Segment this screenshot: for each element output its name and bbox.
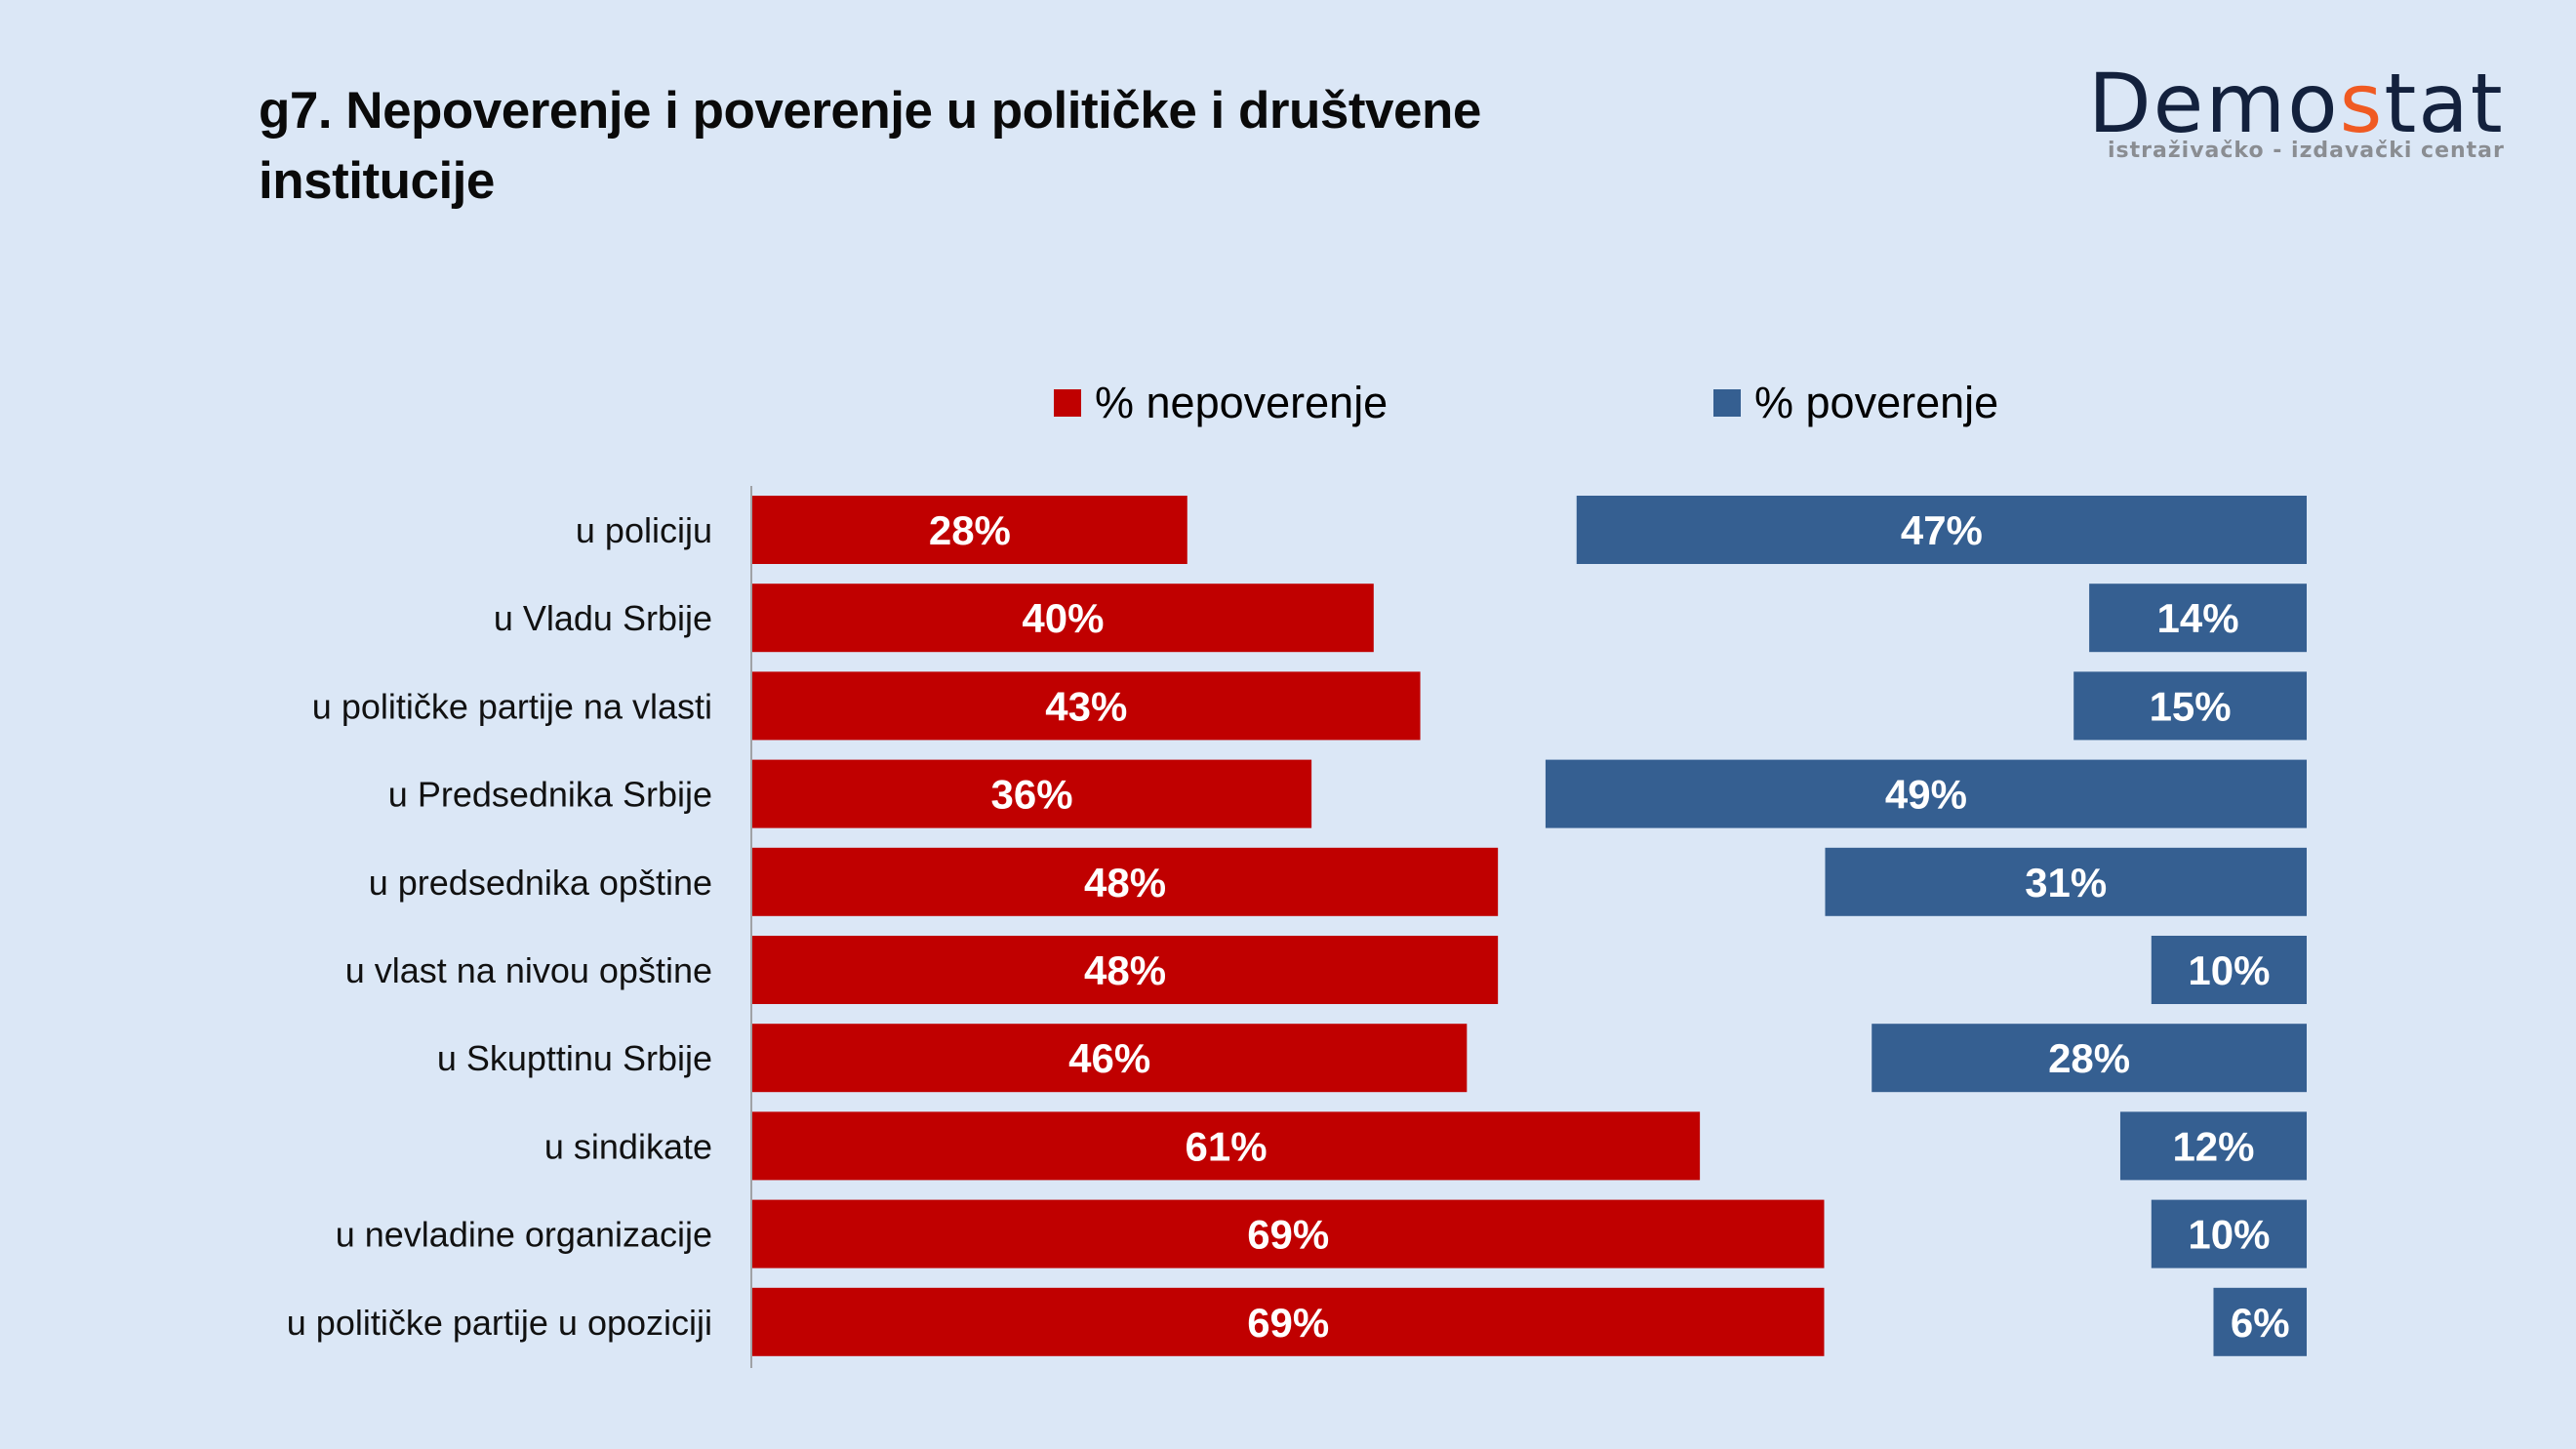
logo-word-part1: Demo	[2088, 56, 2340, 151]
legend-item-poverenje: % poverenje	[1713, 369, 1998, 437]
bar-nepoverenje	[752, 1199, 1825, 1268]
data-label-nepoverenje: 48%	[1084, 947, 1166, 993]
data-label-poverenje: 6%	[2231, 1300, 2290, 1346]
bar-nepoverenje	[752, 759, 1312, 828]
bar-nepoverenje	[752, 847, 1499, 916]
data-label-nepoverenje: 43%	[1045, 683, 1127, 729]
legend-item-nepoverenje: % nepoverenje	[1054, 369, 1388, 437]
category-label: u vlast na nivou opštine	[345, 950, 712, 990]
data-label-poverenje: 49%	[1885, 772, 1967, 818]
legend-swatch-poverenje	[1713, 389, 1741, 417]
chart-title: g7. Nepoverenje i poverenje u političke …	[259, 82, 1481, 210]
category-label: u predsednika opštine	[369, 863, 712, 903]
bar-poverenje	[1576, 496, 2307, 564]
category-label: u nevladine organizacije	[336, 1215, 712, 1255]
bar-nepoverenje	[752, 1287, 1825, 1356]
bar-nepoverenje	[752, 671, 1421, 741]
data-label-nepoverenje: 46%	[1068, 1035, 1150, 1081]
bar-poverenje	[2073, 671, 2307, 741]
logo-subtitle: istraživačko - izdavački centar	[2108, 139, 2505, 163]
bar-nepoverenje	[752, 1111, 1701, 1181]
category-label: u policiju	[576, 510, 712, 550]
data-label-nepoverenje: 48%	[1084, 860, 1166, 906]
demostat-logo: Demostat istraživačko - izdavački centar	[2088, 57, 2517, 174]
data-label-poverenje: 10%	[2188, 1212, 2270, 1258]
legend-label-poverenje: % poverenje	[1754, 378, 1999, 427]
category-label: u sindikate	[544, 1126, 712, 1166]
bar-nepoverenje	[752, 496, 1187, 564]
logo-wordmark: Demostat	[2088, 57, 2505, 150]
category-label: u Predsednika Srbije	[388, 775, 712, 815]
data-label-nepoverenje: 28%	[929, 507, 1011, 553]
data-label-poverenje: 10%	[2188, 947, 2270, 993]
data-label-poverenje: 28%	[2048, 1035, 2130, 1081]
category-label: u Vladu Srbije	[494, 598, 712, 638]
data-label-nepoverenje: 61%	[1186, 1123, 1268, 1169]
bar-nepoverenje	[752, 1024, 1468, 1093]
logo-word-accent: s	[2339, 56, 2385, 151]
bar-poverenje	[2089, 584, 2307, 653]
data-label-poverenje: 12%	[2172, 1123, 2254, 1169]
bar-nepoverenje	[752, 936, 1499, 1004]
legend-label-nepoverenje: % nepoverenje	[1095, 378, 1389, 427]
bar-poverenje	[1825, 847, 2307, 916]
bar-poverenje	[1872, 1024, 2307, 1093]
bar-poverenje	[1545, 759, 2307, 828]
data-label-poverenje: 15%	[2150, 683, 2232, 729]
data-label-nepoverenje: 40%	[1022, 595, 1104, 641]
data-label-poverenje: 14%	[2157, 595, 2239, 641]
category-label: u političke partije u opoziciji	[287, 1303, 712, 1343]
category-label: u Skupttinu Srbije	[437, 1038, 712, 1078]
bar-poverenje	[2213, 1287, 2307, 1356]
bar-poverenje	[2151, 936, 2307, 1004]
bar-nepoverenje	[752, 584, 1374, 653]
data-label-nepoverenje: 36%	[991, 772, 1073, 818]
category-label: u političke partije na vlasti	[312, 686, 712, 726]
bar-poverenje	[2151, 1199, 2307, 1268]
data-label-poverenje: 31%	[2025, 860, 2107, 906]
legend-swatch-nepoverenje	[1054, 389, 1081, 417]
data-label-poverenje: 47%	[1901, 507, 1983, 553]
data-label-nepoverenje: 69%	[1247, 1212, 1329, 1258]
bar-poverenje	[2119, 1111, 2307, 1181]
data-label-nepoverenje: 69%	[1247, 1300, 1329, 1346]
chart-legend: % nepoverenje % poverenje	[0, 369, 2576, 437]
logo-word-part2: tat	[2384, 56, 2505, 151]
